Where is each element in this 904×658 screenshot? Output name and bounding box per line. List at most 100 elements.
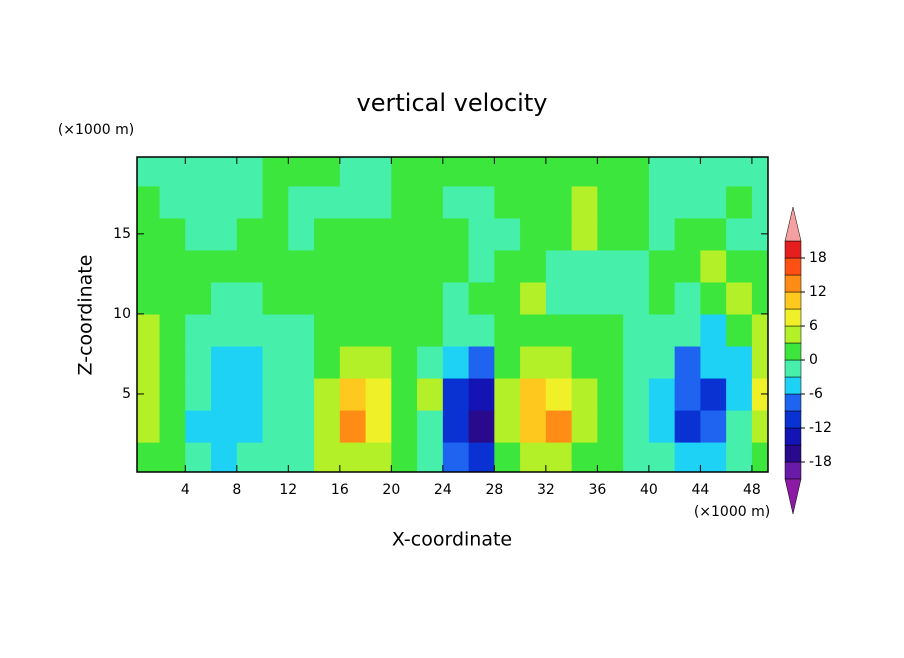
field-cell: [520, 441, 547, 472]
x-tick-label: 40: [640, 482, 658, 498]
x-tick-label: 32: [537, 482, 555, 498]
field-cell: [185, 377, 212, 411]
field-cell: [545, 313, 573, 347]
field-cell: [648, 345, 676, 379]
field-cell: [262, 157, 289, 187]
field-cell: [623, 281, 650, 315]
field-cell: [211, 313, 238, 347]
field-cell: [236, 409, 264, 443]
field-cell: [391, 217, 418, 251]
field-cell: [726, 217, 753, 251]
field-cell: [648, 441, 676, 472]
field-cell: [442, 185, 470, 219]
field-cell: [520, 281, 547, 315]
colorbar-band: [784, 376, 802, 395]
field-cell: [726, 441, 753, 472]
field-cell: [545, 377, 573, 411]
field-cell: [339, 345, 367, 379]
field-cell: [442, 217, 470, 251]
colorbar-band: [784, 461, 802, 480]
x-unit: (×1000 m): [694, 504, 770, 520]
field-cell: [468, 345, 495, 379]
field-cell: [137, 409, 161, 443]
field-cell: [468, 409, 495, 443]
field-cell: [288, 441, 315, 472]
field-cell: [674, 217, 701, 251]
field-cell: [417, 377, 444, 411]
field-cell: [442, 157, 470, 187]
field-cell: [137, 185, 161, 219]
field-cell: [159, 249, 186, 283]
field-cell: [623, 441, 650, 472]
field-cell: [751, 157, 768, 187]
colorbar-band: [784, 291, 802, 310]
field-cell: [211, 185, 238, 219]
field-cell: [700, 217, 727, 251]
field-cell: [314, 281, 341, 315]
field-cell: [520, 249, 547, 283]
field-cell: [442, 281, 470, 315]
field-cell: [365, 345, 392, 379]
field-cell: [623, 313, 650, 347]
field-cell: [137, 217, 161, 251]
field-cell: [314, 441, 341, 472]
field-cell: [211, 217, 238, 251]
field-cell: [597, 345, 624, 379]
colorbar-band: [784, 274, 802, 293]
field-cell: [137, 313, 161, 347]
field-cell: [674, 185, 701, 219]
field-cell: [211, 441, 238, 472]
field-cell: [365, 185, 392, 219]
field-cell: [314, 157, 341, 187]
field-cell: [442, 313, 470, 347]
field-cell: [159, 313, 186, 347]
field-cell: [391, 345, 418, 379]
field-cell: [520, 185, 547, 219]
chart-title: vertical velocity: [357, 89, 548, 117]
field-cell: [391, 157, 418, 187]
field-cell: [726, 185, 753, 219]
field-cell: [262, 345, 289, 379]
field-cell: [288, 313, 315, 347]
field-cell: [339, 441, 367, 472]
field-cell: [365, 313, 392, 347]
colorbar-band: [784, 359, 802, 378]
field-cell: [442, 249, 470, 283]
field-cell: [494, 281, 521, 315]
field-cell: [314, 377, 341, 411]
field-cell: [545, 281, 573, 315]
field-cell: [391, 185, 418, 219]
plot-frame: [136, 156, 769, 473]
y-tick-label: 15: [113, 226, 131, 242]
field-cell: [159, 217, 186, 251]
field-cell: [314, 409, 341, 443]
x-tick-label: 28: [485, 482, 503, 498]
field-cell: [185, 409, 212, 443]
field-cell: [648, 217, 676, 251]
field-cell: [339, 185, 367, 219]
y-tick-label: 5: [122, 386, 131, 402]
field-cell: [185, 441, 212, 472]
field-cell: [751, 217, 768, 251]
field-cell: [597, 409, 624, 443]
field-cell: [339, 313, 367, 347]
field-cell: [211, 409, 238, 443]
colorbar-tick-label: 0: [809, 352, 818, 368]
field-cell: [674, 281, 701, 315]
field-cell: [468, 185, 495, 219]
field-cell: [674, 441, 701, 472]
field-cell: [365, 217, 392, 251]
field-cell: [726, 313, 753, 347]
field-cell: [211, 281, 238, 315]
field-cell: [236, 377, 264, 411]
field-cell: [623, 377, 650, 411]
field-cell: [597, 441, 624, 472]
x-tick-label: 48: [743, 482, 761, 498]
field-cell: [137, 377, 161, 411]
field-cell: [314, 249, 341, 283]
field-cell: [314, 185, 341, 219]
field-cell: [185, 281, 212, 315]
field-cell: [442, 441, 470, 472]
colorbar-tick-label: -12: [809, 420, 832, 436]
field-cell: [137, 281, 161, 315]
